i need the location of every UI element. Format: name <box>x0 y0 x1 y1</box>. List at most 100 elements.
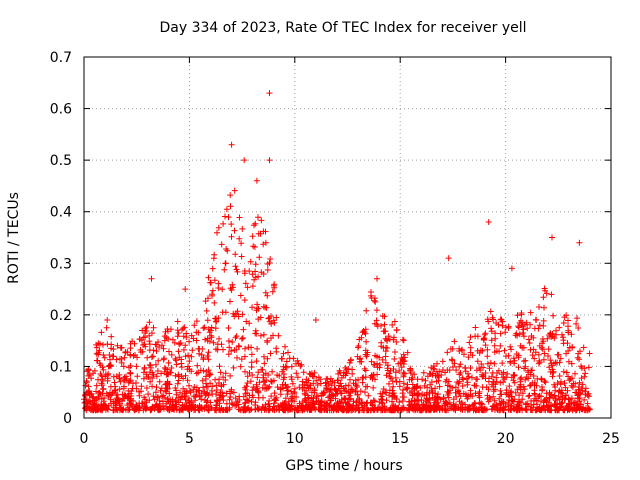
data-point <box>118 405 125 412</box>
data-point <box>229 339 236 345</box>
data-point <box>172 372 179 379</box>
data-point <box>314 382 321 388</box>
data-point <box>160 392 167 399</box>
data-point <box>389 398 395 405</box>
data-point <box>383 397 390 404</box>
data-point <box>379 313 386 319</box>
data-point <box>104 372 111 379</box>
data-point <box>134 373 141 380</box>
data-point <box>236 235 243 242</box>
data-point <box>168 351 175 358</box>
data-point <box>255 214 261 221</box>
data-point <box>174 318 181 325</box>
data-point <box>484 392 491 399</box>
data-point <box>507 343 514 350</box>
data-point <box>389 387 396 394</box>
data-point <box>149 353 156 360</box>
data-point <box>148 405 155 412</box>
data-point <box>146 332 153 339</box>
data-point <box>156 378 163 385</box>
data-point <box>241 297 248 304</box>
data-point <box>308 395 315 402</box>
data-point <box>359 375 366 381</box>
data-point <box>177 407 183 414</box>
data-point <box>226 344 233 351</box>
data-point <box>390 390 397 397</box>
data-point <box>120 376 127 383</box>
data-point <box>410 405 417 412</box>
data-point <box>535 325 542 332</box>
data-point <box>445 255 452 262</box>
data-point <box>383 389 390 396</box>
data-point <box>105 363 112 370</box>
data-point <box>154 368 161 374</box>
data-point <box>499 322 506 329</box>
data-point <box>499 360 506 367</box>
data-point <box>540 294 547 301</box>
data-point <box>355 376 362 383</box>
data-point <box>104 317 111 323</box>
data-point <box>247 258 254 265</box>
data-point <box>514 312 521 319</box>
data-point <box>240 326 247 333</box>
data-point <box>326 386 333 393</box>
data-point <box>557 381 564 388</box>
data-point <box>220 346 226 353</box>
data-point <box>285 387 292 394</box>
data-point <box>216 406 223 413</box>
data-point <box>506 383 513 390</box>
data-point <box>126 364 132 371</box>
data-point <box>153 341 160 348</box>
data-point <box>302 395 309 402</box>
data-point <box>210 339 217 346</box>
data-point <box>579 381 586 388</box>
data-point <box>203 307 210 314</box>
data-point <box>563 350 570 357</box>
data-point <box>149 369 156 376</box>
data-point <box>552 359 559 366</box>
data-point <box>184 377 191 384</box>
data-point <box>565 329 572 336</box>
data-point <box>576 239 583 246</box>
data-point <box>223 400 230 407</box>
data-point <box>428 364 435 371</box>
data-point <box>229 281 236 288</box>
x-tick-label: 25 <box>602 431 620 447</box>
data-point <box>379 390 386 397</box>
data-point <box>224 247 231 254</box>
data-point <box>294 407 301 414</box>
data-point <box>512 389 519 396</box>
data-point <box>386 392 393 399</box>
data-point <box>546 395 553 402</box>
data-point <box>164 378 171 385</box>
data-point <box>186 358 193 365</box>
data-point <box>222 370 229 377</box>
data-point <box>325 394 332 401</box>
y-tick-label: 0.1 <box>50 359 72 375</box>
data-point <box>348 407 354 414</box>
data-point <box>485 219 492 225</box>
data-point <box>387 367 394 374</box>
data-point <box>305 377 312 384</box>
data-point <box>175 330 182 336</box>
data-point <box>321 389 328 396</box>
data-point <box>392 349 398 355</box>
data-point <box>575 383 582 390</box>
data-point <box>354 391 361 398</box>
data-point <box>256 379 263 386</box>
data-point <box>401 354 408 361</box>
data-point <box>374 275 380 282</box>
data-point <box>519 330 526 336</box>
data-point <box>239 335 246 341</box>
plot-frame <box>83 56 612 419</box>
data-point <box>538 376 545 383</box>
data-point <box>191 322 198 329</box>
data-point <box>126 404 132 411</box>
data-point <box>155 394 161 400</box>
data-point <box>248 359 255 366</box>
data-point <box>127 352 134 359</box>
data-point <box>429 389 436 396</box>
data-point <box>264 339 271 346</box>
data-point <box>264 292 271 299</box>
data-point <box>199 377 206 384</box>
